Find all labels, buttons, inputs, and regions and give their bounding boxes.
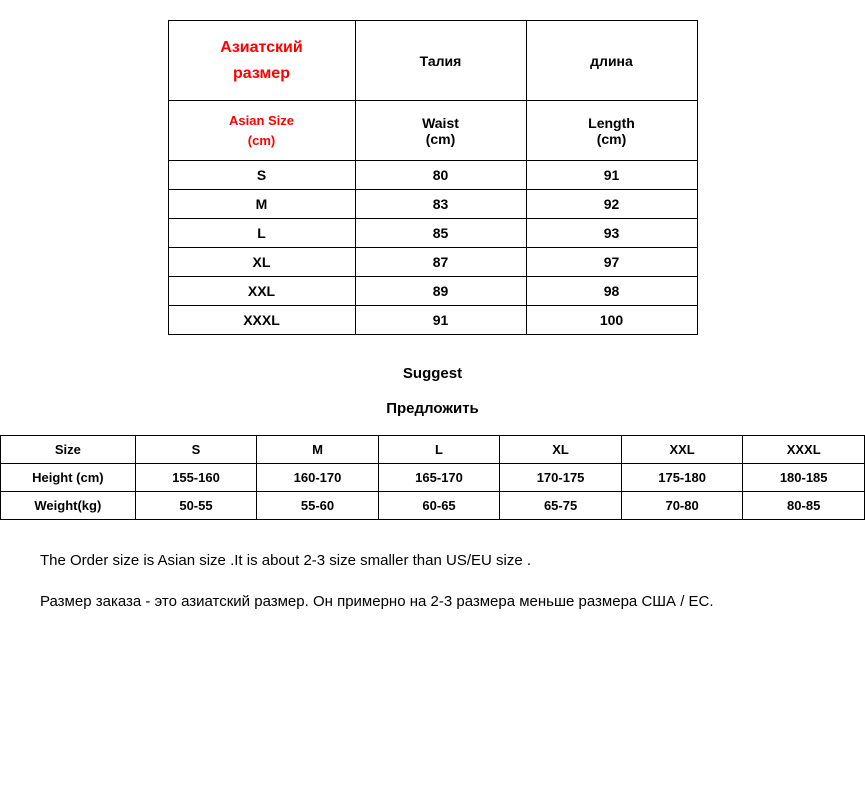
note-ru: Размер заказа - это азиатский размер. Он… [40, 591, 825, 614]
header-en-length-line1: Length [588, 115, 635, 131]
cell-size: S [168, 161, 355, 190]
header-ru-size: Азиатский размер [168, 21, 355, 101]
cell-waist: 85 [355, 219, 526, 248]
cell-size: L [168, 219, 355, 248]
col-header: XXXL [743, 436, 865, 464]
cell: 80-85 [743, 492, 865, 520]
cell-size: XXXL [168, 306, 355, 335]
cell-length: 97 [526, 248, 697, 277]
cell: 70-80 [621, 492, 743, 520]
table-row: XXXL 91 100 [168, 306, 697, 335]
cell: 65-75 [500, 492, 622, 520]
cell-waist: 91 [355, 306, 526, 335]
cell: 60-65 [378, 492, 500, 520]
header-en-size-line2: (cm) [248, 133, 275, 148]
header-en-waist-line2: (cm) [426, 131, 456, 147]
cell-length: 91 [526, 161, 697, 190]
table-row: Size S M L XL XXL XXXL [1, 436, 865, 464]
suggest-table: Size S M L XL XXL XXXL Height (cm) 155-1… [0, 435, 865, 520]
header-ru-size-line1: Азиатский [220, 39, 302, 56]
col-header: M [257, 436, 379, 464]
cell: 180-185 [743, 464, 865, 492]
header-en-waist: Waist (cm) [355, 101, 526, 161]
cell: 165-170 [378, 464, 500, 492]
table-row: XL 87 97 [168, 248, 697, 277]
suggest-title-ru: Предложить [0, 400, 865, 417]
table-row: S 80 91 [168, 161, 697, 190]
cell-length: 98 [526, 277, 697, 306]
header-en-length: Length (cm) [526, 101, 697, 161]
cell-waist: 87 [355, 248, 526, 277]
page-wrap: Азиатский размер Талия длина Asian Size … [0, 0, 865, 613]
header-ru-size-line2: размер [233, 65, 290, 82]
cell-waist: 83 [355, 190, 526, 219]
cell-length: 93 [526, 219, 697, 248]
size-table-main: Азиатский размер Талия длина Asian Size … [168, 20, 698, 335]
header-en-size: Asian Size (cm) [168, 101, 355, 161]
cell-size: XL [168, 248, 355, 277]
col-header: Size [1, 436, 136, 464]
header-en-length-line2: (cm) [597, 131, 627, 147]
cell-size: M [168, 190, 355, 219]
header-ru-waist: Талия [355, 21, 526, 101]
cell: 170-175 [500, 464, 622, 492]
col-header: XL [500, 436, 622, 464]
table-row: M 83 92 [168, 190, 697, 219]
cell-length: 92 [526, 190, 697, 219]
cell: 50-55 [135, 492, 257, 520]
cell-waist: 89 [355, 277, 526, 306]
cell-size: XXL [168, 277, 355, 306]
cell: 55-60 [257, 492, 379, 520]
col-header: XXL [621, 436, 743, 464]
cell: 155-160 [135, 464, 257, 492]
table-row: Weight(kg) 50-55 55-60 60-65 65-75 70-80… [1, 492, 865, 520]
note-en: The Order size is Asian size .It is abou… [40, 550, 825, 573]
suggest-title-en: Suggest [0, 365, 865, 382]
table-row: Height (cm) 155-160 160-170 165-170 170-… [1, 464, 865, 492]
table-row: L 85 93 [168, 219, 697, 248]
cell: 160-170 [257, 464, 379, 492]
col-header: L [378, 436, 500, 464]
header-en-waist-line1: Waist [422, 115, 459, 131]
header-ru-length: длина [526, 21, 697, 101]
cell: 175-180 [621, 464, 743, 492]
row-label: Weight(kg) [1, 492, 136, 520]
cell-waist: 80 [355, 161, 526, 190]
table-row: XXL 89 98 [168, 277, 697, 306]
row-label: Height (cm) [1, 464, 136, 492]
cell-length: 100 [526, 306, 697, 335]
col-header: S [135, 436, 257, 464]
header-en-size-line1: Asian Size [229, 113, 294, 128]
